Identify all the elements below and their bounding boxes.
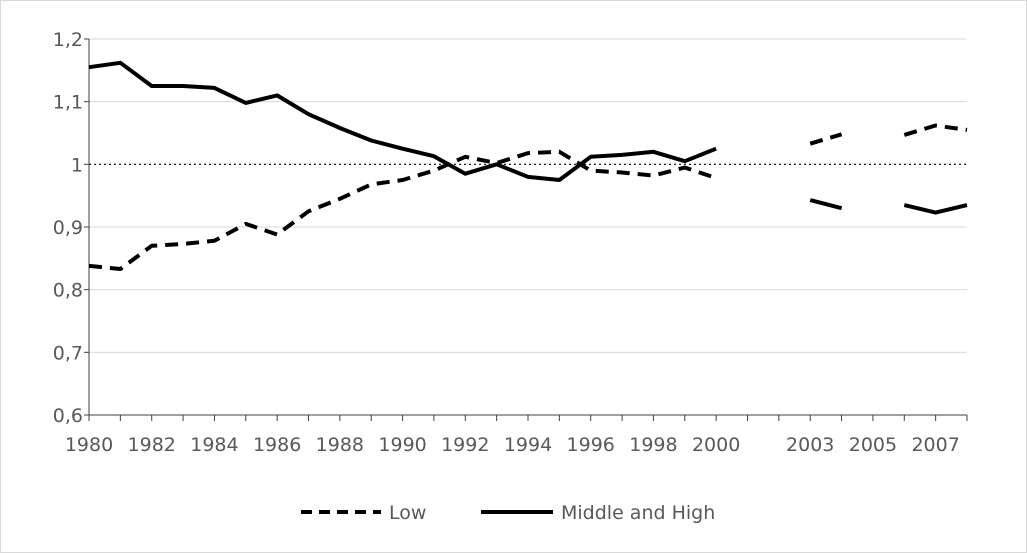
x-tick-label: 2007 — [911, 434, 959, 456]
y-tick-label: 1 — [71, 154, 83, 176]
x-tick-label: 2005 — [849, 434, 897, 456]
y-tick-label: 0,7 — [53, 342, 83, 364]
x-tick-label: 1998 — [629, 434, 677, 456]
series-line-low — [88, 149, 717, 271]
y-tick-label: 0,8 — [53, 280, 83, 302]
y-tick-label: 1,2 — [53, 29, 83, 51]
x-tick-label: 2003 — [786, 434, 834, 456]
x-tick-label: 1994 — [504, 434, 552, 456]
legend: Low Middle and High — [301, 502, 715, 524]
x-tick-label: 1990 — [378, 434, 426, 456]
series-line-low — [903, 123, 968, 137]
series-line-low — [809, 132, 843, 146]
axes — [84, 38, 968, 421]
x-tick-label: 1982 — [128, 434, 176, 456]
y-tick-label: 0,9 — [53, 217, 83, 239]
y-tick-label: 1,1 — [53, 92, 83, 114]
legend-label-low: Low — [389, 502, 426, 524]
gridlines — [89, 38, 967, 353]
x-tick-label: 1992 — [441, 434, 489, 456]
x-tick-label: 1986 — [253, 434, 301, 456]
x-tick-labels: 1980 1982 1984 1986 1988 1990 1992 1994 1996 1998… — [65, 434, 960, 456]
x-tick-label: 1988 — [316, 434, 364, 456]
x-tick-label: 1996 — [567, 434, 615, 456]
x-tick-label: 2000 — [692, 434, 740, 456]
y-tick-label: 0,6 — [53, 405, 83, 427]
series-lines — [88, 60, 968, 271]
series-line-middle-and-high — [88, 60, 717, 182]
x-tick-label: 1980 — [65, 434, 113, 456]
series-line-middle-and-high — [809, 198, 843, 211]
x-tick-label: 1984 — [190, 434, 238, 456]
y-tick-labels: 0,6 0,7 0,8 0,9 1 1,1 1,2 — [53, 29, 83, 427]
series-line-middle-and-high — [903, 203, 968, 215]
legend-label-middle-and-high: Middle and High — [561, 502, 715, 524]
